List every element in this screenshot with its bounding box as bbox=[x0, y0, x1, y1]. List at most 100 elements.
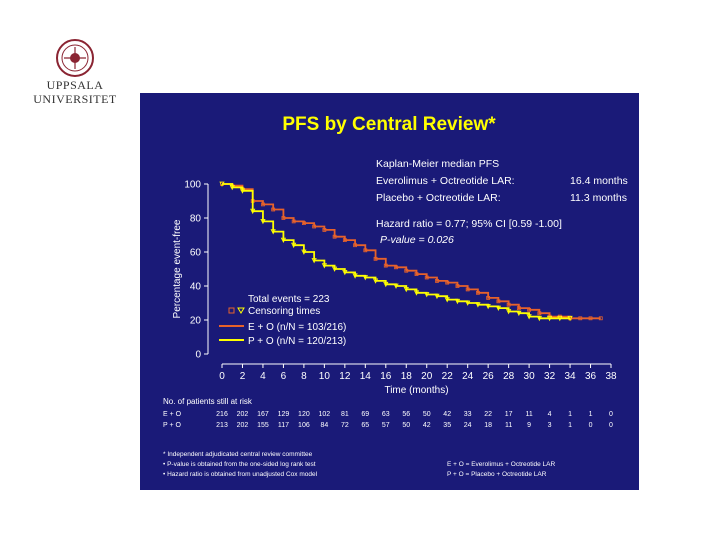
eo-point bbox=[414, 272, 419, 277]
legend-label-po: P + O (n/N = 120/213) bbox=[248, 336, 346, 347]
x-axis-label: Time (months) bbox=[384, 385, 448, 396]
po-point bbox=[331, 266, 338, 272]
eo-point bbox=[496, 299, 501, 304]
x-tick-label: 26 bbox=[483, 371, 495, 382]
risk-cell: 72 bbox=[341, 422, 349, 429]
risk-cell: 1 bbox=[589, 411, 593, 418]
x-tick-label: 8 bbox=[301, 371, 307, 382]
risk-cell: 57 bbox=[382, 422, 390, 429]
y-tick-label: 60 bbox=[190, 248, 202, 259]
x-tick-label: 16 bbox=[380, 371, 392, 382]
po-point bbox=[444, 297, 450, 303]
po-point bbox=[311, 258, 317, 264]
risk-cell: 167 bbox=[257, 411, 269, 418]
risk-cell: 9 bbox=[527, 422, 531, 429]
po-point bbox=[301, 249, 307, 255]
risk-cell: 17 bbox=[505, 411, 513, 418]
eo-point bbox=[332, 234, 337, 239]
eo-point bbox=[312, 224, 317, 229]
po-point bbox=[413, 290, 420, 296]
pfs-chart: PFS by Central Review* Kaplan-Meier medi… bbox=[163, 114, 628, 429]
y-axis-label: Percentage event-free bbox=[172, 219, 183, 318]
risk-cell: 63 bbox=[382, 411, 390, 418]
x-tick-label: 38 bbox=[605, 371, 617, 382]
po-point bbox=[372, 278, 379, 284]
eo-point bbox=[578, 316, 583, 321]
y-tick-label: 40 bbox=[190, 282, 202, 293]
risk-cell: 22 bbox=[484, 411, 492, 418]
risk-cell: 81 bbox=[341, 411, 349, 418]
km-line2-value: 11.3 months bbox=[570, 192, 627, 204]
risk-cell: 202 bbox=[237, 422, 249, 429]
po-point bbox=[219, 181, 225, 187]
risk-cell: 129 bbox=[278, 411, 290, 418]
risk-table-title: No. of patients still at risk bbox=[163, 397, 253, 406]
x-tick-label: 22 bbox=[442, 371, 454, 382]
eo-point bbox=[455, 284, 460, 288]
po-point bbox=[352, 273, 358, 279]
eo-point bbox=[363, 248, 368, 253]
eo-point bbox=[476, 290, 480, 295]
series-layer bbox=[219, 181, 603, 322]
risk-row-label-po: P + O bbox=[163, 422, 182, 429]
risk-cell: 202 bbox=[237, 411, 249, 418]
risk-cell: 0 bbox=[609, 422, 613, 429]
censor-square-icon bbox=[228, 307, 235, 314]
risk-cell: 69 bbox=[361, 411, 369, 418]
eo-point bbox=[281, 216, 286, 220]
x-tick-label: 34 bbox=[564, 371, 576, 382]
x-tick-label: 4 bbox=[260, 371, 266, 382]
risk-cell: 1 bbox=[568, 411, 572, 418]
x-tick-label: 14 bbox=[360, 371, 372, 382]
km-line2-label: Placebo + Octreotide LAR: bbox=[376, 192, 501, 204]
x-tick-label: 10 bbox=[319, 371, 331, 382]
y-tick-label: 80 bbox=[190, 214, 202, 225]
eo-point bbox=[261, 202, 265, 207]
risk-table: No. of patients still at risk E + O P + … bbox=[163, 397, 613, 429]
po-point bbox=[291, 242, 297, 249]
risk-cell: 65 bbox=[361, 422, 369, 429]
risk-cell: 50 bbox=[402, 422, 410, 429]
po-point bbox=[362, 275, 368, 281]
censoring-legend: Censoring times bbox=[228, 306, 320, 317]
eo-point bbox=[486, 295, 491, 300]
total-events: Total events = 223 bbox=[248, 294, 330, 305]
po-point bbox=[321, 263, 328, 269]
po-point bbox=[536, 315, 542, 322]
eo-point bbox=[445, 280, 450, 285]
po-point bbox=[403, 287, 409, 293]
po-point bbox=[567, 315, 573, 322]
risk-cell: 216 bbox=[216, 411, 228, 418]
eo-point bbox=[383, 263, 388, 268]
risk-cell: 11 bbox=[525, 411, 532, 418]
eo-point bbox=[271, 207, 276, 212]
po-point bbox=[557, 315, 563, 322]
censor-triangle-icon bbox=[237, 307, 245, 314]
po-point bbox=[280, 237, 287, 243]
po-point bbox=[393, 283, 399, 289]
y-tick-label: 100 bbox=[184, 180, 201, 191]
legend-label-eo: E + O (n/N = 103/216) bbox=[248, 322, 346, 333]
x-tick-label: 2 bbox=[240, 371, 246, 382]
footnote-2: • P-value is obtained from the one-sided… bbox=[163, 461, 316, 468]
risk-cell: 0 bbox=[609, 411, 613, 418]
x-tick-label: 28 bbox=[503, 371, 515, 382]
y-tick-label: 0 bbox=[195, 350, 201, 361]
po-point bbox=[475, 302, 481, 308]
po-point bbox=[434, 293, 440, 300]
po-point bbox=[239, 188, 246, 194]
footnote-3: • Hazard ratio is obtained from unadjust… bbox=[163, 471, 318, 478]
logo-line-2: UNIVERSITET bbox=[33, 92, 117, 106]
risk-cell: 84 bbox=[320, 422, 328, 429]
risk-cell: 3 bbox=[548, 422, 552, 429]
hazard-ratio: Hazard ratio = 0.77; 95% CI [0.59 -1.00] bbox=[376, 218, 562, 230]
eo-point bbox=[322, 227, 327, 232]
po-point bbox=[342, 270, 348, 276]
eo-point bbox=[516, 306, 521, 311]
eo-point bbox=[353, 243, 357, 248]
eo-point bbox=[435, 278, 439, 283]
po-point bbox=[546, 315, 553, 322]
series-line-po bbox=[222, 183, 571, 320]
risk-cell: 120 bbox=[298, 411, 310, 418]
